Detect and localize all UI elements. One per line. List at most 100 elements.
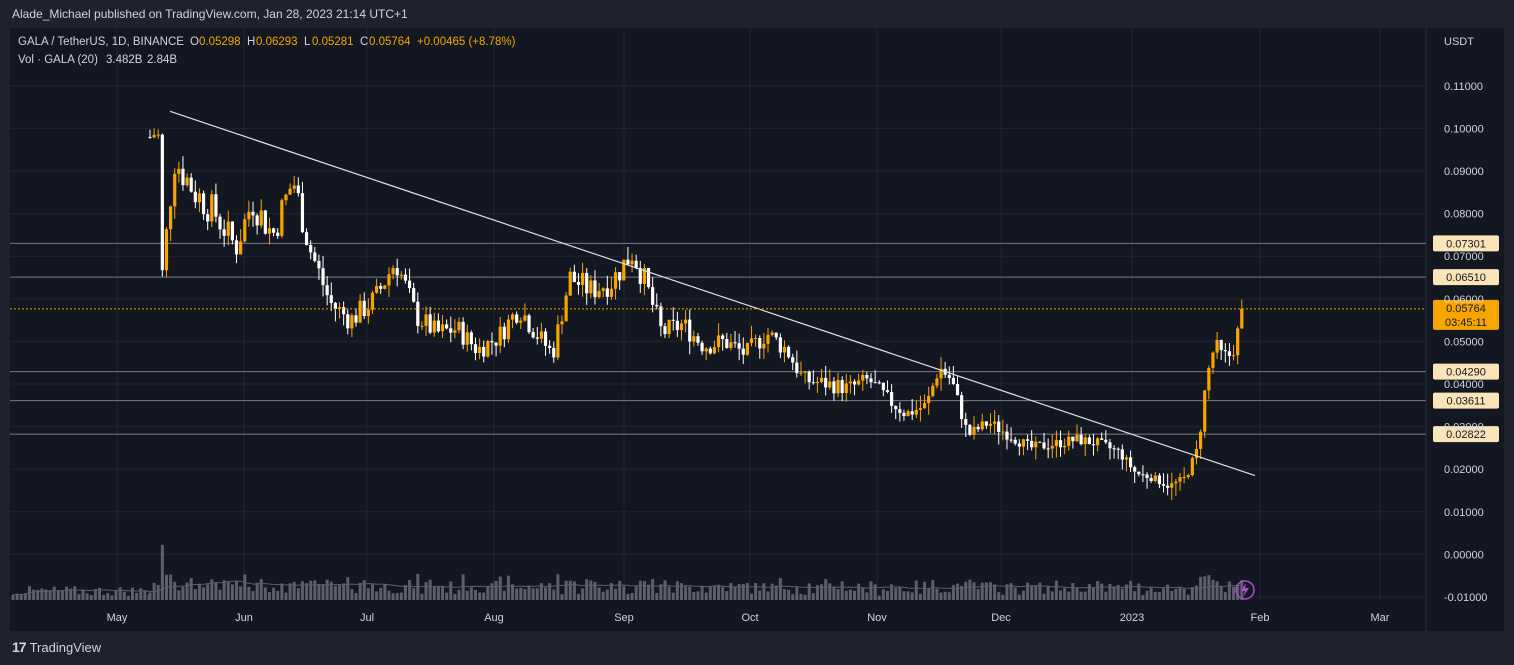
volume-bar	[181, 587, 185, 600]
candle-body	[968, 424, 972, 435]
candle-body	[164, 229, 169, 271]
x-tick-label: Feb	[1251, 612, 1270, 624]
volume-bar	[1030, 585, 1034, 600]
candle-body	[741, 348, 745, 355]
candle-body	[1153, 475, 1157, 482]
candle-body	[844, 383, 848, 394]
last-price-tag	[1433, 299, 1499, 330]
volume-bar	[482, 592, 486, 600]
candle-body	[1137, 471, 1141, 475]
candle-body	[498, 326, 502, 346]
legend-high: 0.06293	[256, 36, 298, 48]
price-level-tag	[1433, 235, 1499, 252]
tradingview-footer[interactable]: 17 TradingView	[12, 639, 101, 655]
volume-bar	[692, 592, 696, 600]
candle-body	[716, 335, 721, 348]
candle-body	[440, 324, 445, 332]
candle-body	[712, 347, 717, 354]
volume-bar	[110, 595, 114, 600]
volume-bar	[169, 574, 173, 600]
chart-panel[interactable]: 0.07301 0.06510 0.04290 0.03611 0.02822 0.057…	[10, 28, 1504, 631]
volume-bar	[609, 583, 613, 600]
horizontal-levels[interactable]: 0.07301 0.06510 0.04290 0.03611 0.02822 0.057…	[10, 235, 1499, 443]
candle-body	[506, 319, 511, 340]
candle-body	[671, 319, 675, 321]
volume-bar	[956, 583, 960, 600]
candle-body	[984, 421, 988, 426]
volume-bar	[346, 577, 350, 600]
candle-body	[197, 193, 202, 203]
volume-bar	[836, 589, 840, 600]
candle-body	[581, 272, 585, 285]
volume-bar	[218, 589, 222, 600]
candle-body	[638, 268, 642, 284]
candle-body	[613, 272, 618, 289]
candle-body	[1157, 475, 1161, 485]
candle-body	[535, 337, 539, 339]
candle-body	[556, 324, 560, 358]
legend-open: 0.05298	[199, 36, 241, 48]
volume-bar	[527, 585, 531, 600]
candle-body	[1227, 351, 1232, 356]
volume-bar	[506, 575, 510, 600]
candle-body	[997, 421, 1001, 432]
candle-body	[539, 331, 543, 339]
volume-bar	[102, 594, 106, 600]
candle-body	[749, 338, 754, 343]
candle-body	[1161, 484, 1166, 486]
x-tick-label: Jun	[235, 612, 253, 624]
candle-body	[1001, 431, 1005, 433]
volume-bar	[1054, 580, 1058, 600]
candle-body	[729, 342, 733, 348]
volume-bar	[1046, 586, 1050, 600]
x-tick-label: 2023	[1120, 612, 1144, 624]
candle-body	[193, 191, 197, 203]
candle-body	[428, 314, 432, 333]
candle-body	[510, 314, 515, 320]
volume-bar	[951, 585, 955, 600]
candle-body	[395, 268, 399, 276]
candle-body	[206, 214, 210, 222]
volume-bar	[263, 587, 267, 600]
candle-body	[457, 321, 461, 331]
volume-bar	[387, 590, 391, 600]
time-axis[interactable]: May Jun Jul Aug Sep Oct Nov Dec 2023 Feb Mar	[107, 612, 1390, 624]
price-axis[interactable]: 0.11000 0.10000 0.09000 0.08000 0.07000 0.060…	[1444, 81, 1487, 604]
price-level-tag	[1433, 392, 1499, 409]
candle-body	[214, 194, 218, 217]
candle-body	[1042, 442, 1046, 449]
candle-body	[399, 274, 403, 276]
candle-body	[502, 326, 506, 340]
candle-body	[935, 378, 939, 386]
candle-body	[898, 409, 902, 413]
volume-bar	[65, 586, 69, 600]
volume-bar	[210, 579, 214, 600]
volume-bar	[618, 580, 622, 600]
candle-body	[1236, 328, 1240, 356]
trendline[interactable]	[169, 110, 1256, 477]
candle-body	[1050, 445, 1054, 449]
candle-body	[148, 136, 152, 138]
volume-bar	[820, 584, 824, 600]
volume-bar	[807, 583, 811, 600]
price-chart[interactable]: 0.07301 0.06510 0.04290 0.03611 0.02822 0.057…	[10, 28, 1504, 631]
volume-bar	[478, 592, 482, 600]
candle-body	[1067, 436, 1071, 446]
volume-bar	[375, 591, 379, 600]
volume-bar	[135, 592, 139, 600]
volume-bar	[408, 580, 412, 600]
volume-bar	[523, 589, 527, 600]
volume-bar	[782, 589, 786, 600]
volume-bar	[721, 587, 725, 600]
lightning-icon[interactable]	[1235, 580, 1255, 600]
candle-body	[280, 200, 284, 236]
candle-body	[1112, 448, 1116, 450]
volume-bar	[712, 585, 716, 600]
candle-body	[1116, 448, 1120, 450]
volume-bar	[56, 590, 60, 600]
volume-bar	[403, 585, 407, 600]
volume-bar	[1227, 581, 1231, 600]
candle-body	[803, 371, 807, 373]
candle-body	[1030, 440, 1034, 448]
currency-label: USDT	[1444, 36, 1474, 48]
